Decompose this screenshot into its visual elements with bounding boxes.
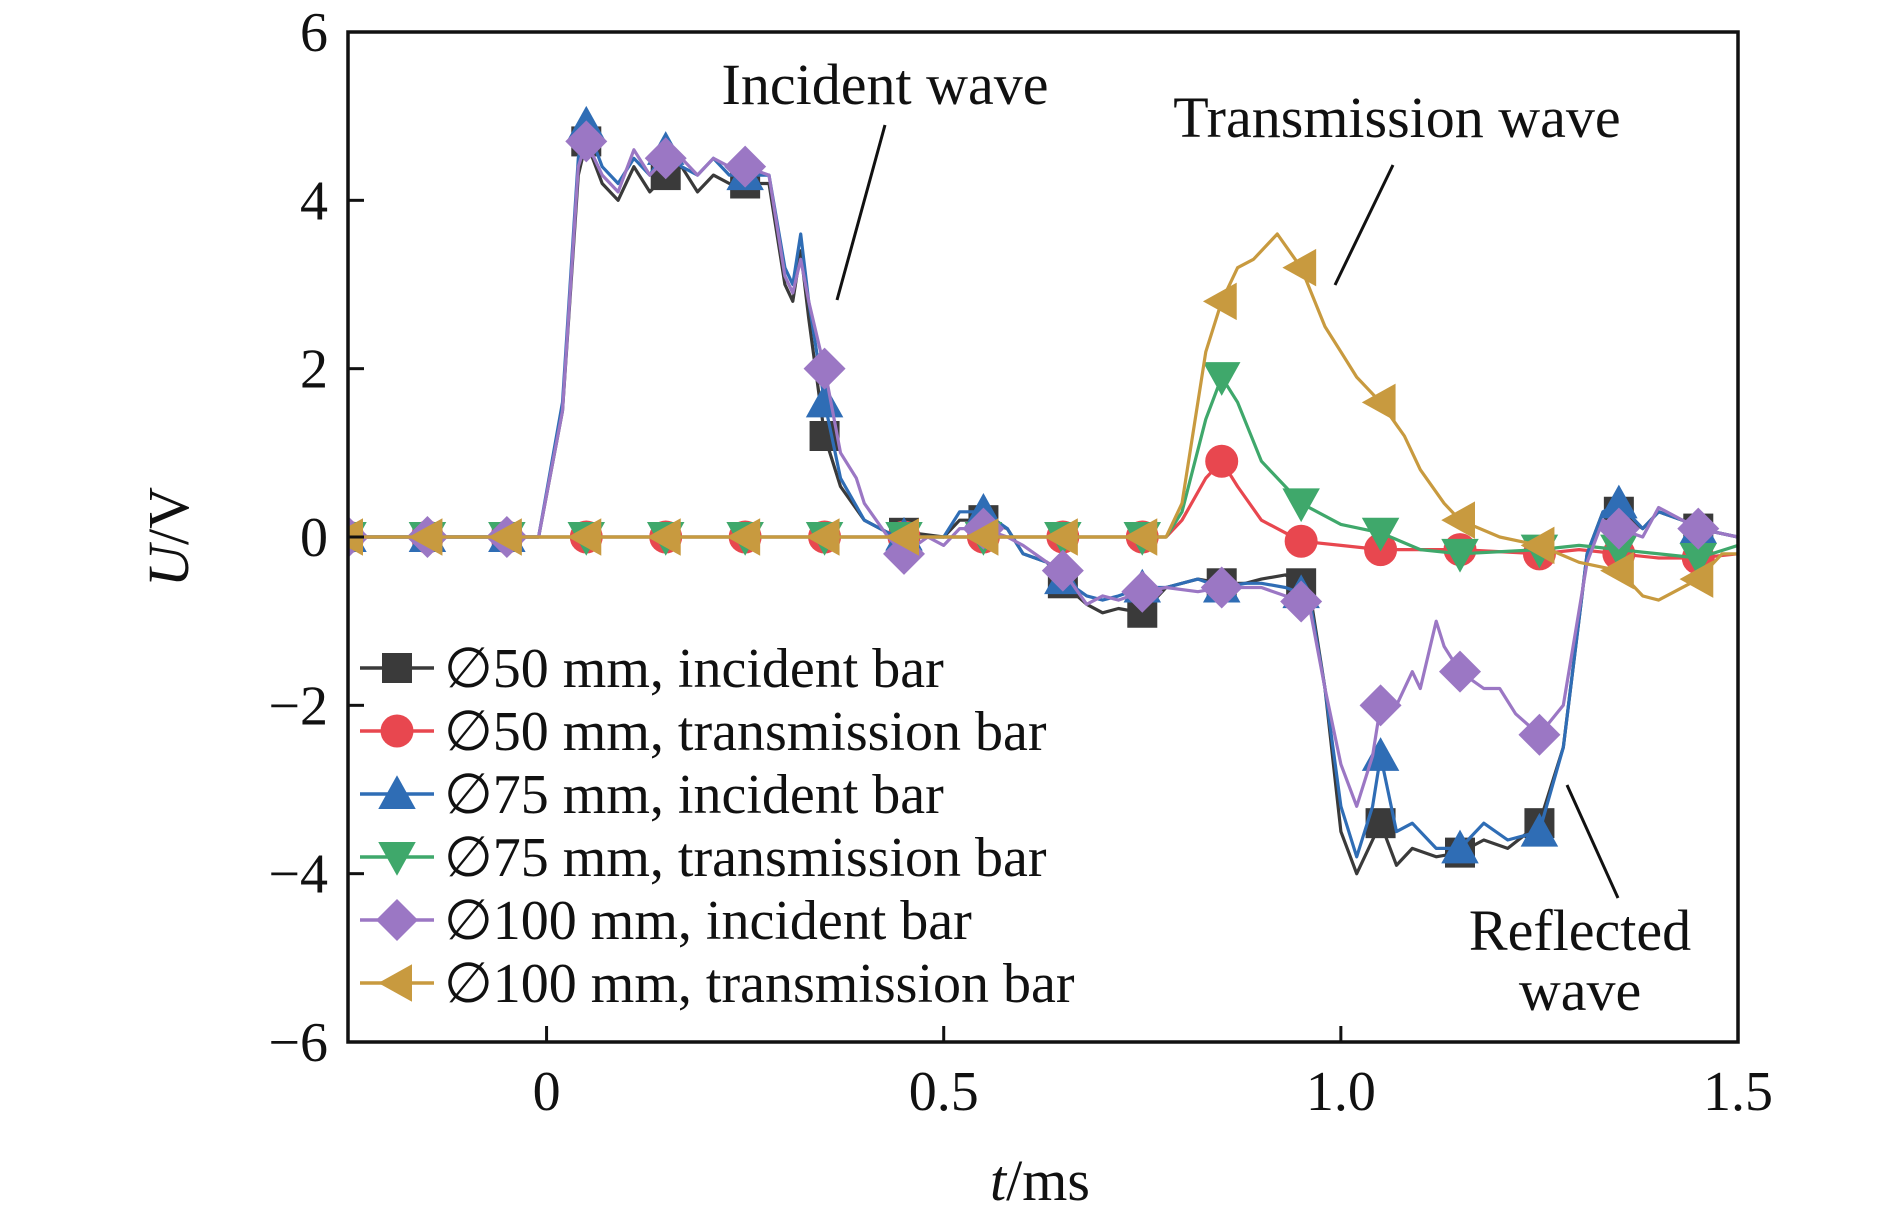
data-point-3-14 <box>1361 737 1400 771</box>
legend-label-5: ∅100 mm, incident bar <box>444 890 972 952</box>
y-tick-label-6: 4 <box>300 170 328 232</box>
data-point-5-6 <box>724 145 767 188</box>
series-layer <box>348 105 1738 876</box>
x-tick-label-3: 1.0 <box>1306 1061 1376 1123</box>
data-point-5-10 <box>1041 549 1084 592</box>
data-point-3-15 <box>1441 829 1479 864</box>
data-point-3-16 <box>1520 812 1559 847</box>
y-tick-label-3: −2 <box>268 675 328 737</box>
series-6 <box>348 232 1738 602</box>
annotation-reflected-wave-line2: wave <box>1519 958 1641 1023</box>
legend-item-4: ∅75 mm, transmission bar <box>360 827 1047 889</box>
data-point-6-6 <box>726 518 761 556</box>
data-point-6-14 <box>1361 383 1396 422</box>
y-tick-label-5: 2 <box>300 339 328 401</box>
data-point-6-16 <box>1520 526 1555 565</box>
data-point-6-5 <box>646 518 681 556</box>
legend-marker-6 <box>378 964 412 1002</box>
series-line-4 <box>348 375 1738 560</box>
annotation-leader-transmission <box>1333 164 1395 286</box>
data-point-6-15 <box>1441 501 1475 539</box>
data-point-3-17 <box>1600 484 1638 519</box>
data-point-6-7 <box>805 518 840 556</box>
data-point-5-4 <box>565 120 608 163</box>
data-point-6-3 <box>488 518 522 556</box>
data-point-5-12 <box>1200 566 1243 609</box>
legend-label-3: ∅75 mm, incident bar <box>444 764 944 826</box>
legend-marker-3 <box>378 775 416 809</box>
annotations: Incident wave Transmission wave Reflecte… <box>722 52 1692 1023</box>
y-axis-variable: U <box>136 541 201 587</box>
data-point-2-13 <box>1284 524 1318 558</box>
legend-item-2: ∅50 mm, transmission bar <box>360 701 1047 763</box>
data-point-5-15 <box>1439 650 1481 693</box>
data-point-4-14 <box>1361 517 1400 552</box>
legend-marker-1 <box>382 653 412 683</box>
data-point-5-18 <box>1677 507 1720 550</box>
data-point-6-10 <box>1044 518 1078 556</box>
data-point-6-18 <box>1679 560 1714 598</box>
data-point-4-12 <box>1202 362 1241 396</box>
x-tick-label-1: 0 <box>533 1061 561 1123</box>
legend-label-6: ∅100 mm, transmission bar <box>444 953 1075 1015</box>
x-tick-label-4: 1.5 <box>1703 1061 1773 1123</box>
data-point-5-5 <box>644 137 687 180</box>
y-tick-label-2: −4 <box>268 844 328 906</box>
data-point-5-14 <box>1359 684 1402 727</box>
x-tick-label-2: 0.5 <box>909 1061 979 1123</box>
annotation-leader-incident <box>835 124 887 301</box>
x-axis-title: t/ms <box>990 1148 1090 1211</box>
annotation-incident-wave: Incident wave <box>722 52 1049 117</box>
data-point-6-17 <box>1600 551 1634 590</box>
annotation-leader-reflected <box>1565 784 1620 899</box>
y-tick-label-7: 6 <box>300 2 328 64</box>
data-point-6-13 <box>1282 248 1317 287</box>
data-point-6-11 <box>1123 518 1158 556</box>
legend-item-5: ∅100 mm, incident bar <box>360 890 972 952</box>
legend-label-4: ∅75 mm, transmission bar <box>444 827 1047 889</box>
y-tick-label-4: 0 <box>300 507 328 569</box>
data-point-6-2 <box>408 518 443 556</box>
annotation-transmission-wave: Transmission wave <box>1173 85 1620 150</box>
series-line-5 <box>348 139 1738 808</box>
data-point-6-8 <box>885 518 919 556</box>
y-tick-label-1: −6 <box>268 1012 328 1074</box>
data-point-3-7 <box>805 383 844 418</box>
data-point-4-15 <box>1441 538 1479 573</box>
legend-marker-2 <box>380 714 414 748</box>
legend-label-1: ∅50 mm, incident bar <box>444 638 944 700</box>
legend-marker-4 <box>378 842 416 876</box>
legend-item-1: ∅50 mm, incident bar <box>360 638 944 700</box>
legend: ∅50 mm, incident bar∅50 mm, transmission… <box>360 638 1075 1015</box>
legend-marker-5 <box>376 899 418 941</box>
y-axis-title: U/V <box>136 487 201 587</box>
data-point-4-18 <box>1679 543 1718 577</box>
y-axis-unit: /V <box>136 487 201 545</box>
x-axis-variable: t <box>990 1148 1008 1211</box>
legend-item-3: ∅75 mm, incident bar <box>360 764 944 826</box>
data-point-5-17 <box>1597 507 1640 550</box>
legend-label-2: ∅50 mm, transmission bar <box>444 701 1047 763</box>
data-point-4-13 <box>1282 488 1320 523</box>
legend-item-6: ∅100 mm, transmission bar <box>360 953 1075 1015</box>
x-axis-unit: /ms <box>1006 1148 1090 1211</box>
data-point-6-4 <box>567 518 602 556</box>
data-point-4-17 <box>1600 534 1638 569</box>
data-point-6-12 <box>1202 282 1237 321</box>
data-point-5-16 <box>1518 713 1561 756</box>
data-point-2-12 <box>1205 444 1239 478</box>
axes-layer: 0 0.5 1.0 1.5 −6 −4 −2 0 2 4 6 <box>268 2 1773 1123</box>
annotation-reflected-wave-line1: Reflected <box>1469 898 1691 963</box>
data-point-5-11 <box>1121 570 1164 613</box>
data-point-5-7 <box>803 347 846 390</box>
data-point-5-13 <box>1280 580 1323 623</box>
axis-titles: t/ms U/V <box>136 487 1090 1211</box>
data-point-6-9 <box>964 518 999 556</box>
